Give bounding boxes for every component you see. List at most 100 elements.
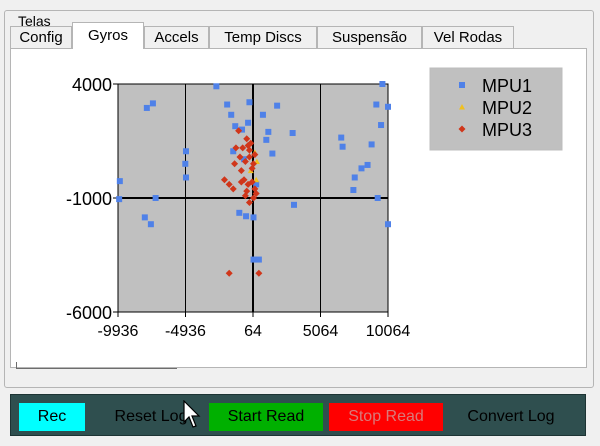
data-point-mpu3	[237, 178, 245, 186]
data-point-mpu1	[358, 165, 365, 172]
rec-button[interactable]: Rec	[19, 403, 85, 431]
data-point-mpu1	[224, 101, 231, 108]
data-point-mpu3	[243, 135, 251, 143]
data-point-mpu1	[250, 214, 257, 221]
data-point-mpu1	[368, 141, 375, 148]
tab-vel-rodas[interactable]: Vel Rodas	[422, 26, 514, 48]
data-point-mpu3	[245, 153, 253, 161]
data-point-mpu3	[243, 187, 251, 195]
data-point-mpu3	[245, 199, 253, 207]
data-point-mpu1	[245, 119, 252, 126]
data-point-mpu1	[379, 81, 386, 87]
legend-label-mpu1: MPU1	[482, 76, 532, 96]
data-point-mpu3	[237, 167, 245, 175]
y-tick-label: 4000	[72, 75, 112, 95]
data-point-mpu3	[225, 180, 233, 188]
x-tick-label: 5064	[303, 323, 339, 340]
data-point-mpu1	[239, 126, 246, 133]
telas-groupbox: Telas	[4, 10, 594, 388]
legend-label-mpu2: MPU2	[482, 98, 532, 118]
groupbox-title: Telas	[15, 13, 54, 29]
data-point-mpu1	[385, 103, 391, 110]
y-tick-label: -6000	[66, 303, 112, 323]
data-point-mpu1	[259, 111, 266, 118]
data-point-mpu1	[364, 161, 371, 168]
mouse-cursor-icon	[183, 400, 201, 428]
data-point-mpu1	[351, 174, 358, 181]
data-point-mpu1	[378, 122, 385, 129]
data-point-mpu1	[253, 181, 260, 188]
reset-log-button[interactable]: Reset Log	[114, 408, 188, 425]
data-point-mpu1	[182, 160, 189, 167]
data-point-mpu1	[147, 221, 154, 228]
data-point-mpu1	[232, 123, 239, 130]
small-border-box	[16, 362, 177, 369]
data-point-mpu1	[350, 187, 357, 194]
data-point-mpu3	[231, 160, 239, 168]
data-point-mpu1	[339, 143, 346, 150]
data-point-mpu1	[230, 148, 237, 155]
data-point-mpu1	[374, 195, 381, 201]
data-point-mpu3	[255, 269, 263, 277]
gyros-chart: 4000 -1000 -6000 -9936 -4936 64 5064 10064 MPU…	[14, 56, 578, 362]
y-tick-label: -1000	[66, 189, 112, 209]
data-point-mpu1	[228, 111, 235, 118]
legend-marker-mpu3	[458, 125, 466, 133]
x-tick-label: 64	[244, 323, 262, 340]
data-point-mpu1	[141, 214, 148, 221]
data-point-mpu3	[236, 153, 244, 161]
data-point-mpu1	[338, 134, 345, 141]
data-point-mpu1	[269, 150, 276, 157]
legend-marker-mpu2	[459, 104, 465, 110]
tab-suspensao[interactable]: Suspensão	[317, 26, 422, 48]
data-point-mpu1	[143, 104, 150, 111]
data-point-mpu2	[253, 176, 260, 183]
data-point-mpu3	[240, 176, 248, 184]
tab-temp-discs[interactable]: Temp Discs	[209, 26, 317, 48]
x-tick-label: 10064	[366, 323, 411, 340]
data-point-mpu1	[243, 213, 250, 220]
data-point-mpu3	[225, 269, 233, 277]
data-point-mpu1	[116, 196, 123, 203]
data-point-mpu3	[239, 144, 247, 152]
data-point-mpu1	[149, 100, 156, 107]
stop-read-button[interactable]: Stop Read	[329, 403, 443, 431]
legend-marker-mpu1	[459, 82, 465, 88]
data-point-mpu3	[241, 158, 249, 166]
data-point-mpu3	[247, 139, 255, 147]
data-point-mpu1	[274, 102, 281, 109]
tab-accels[interactable]: Accels	[144, 26, 209, 48]
data-point-mpu1	[263, 136, 270, 143]
data-point-mpu1	[182, 148, 189, 155]
data-point-mpu1	[236, 209, 243, 216]
data-point-mpu3	[252, 189, 260, 197]
data-point-mpu1	[116, 178, 123, 185]
data-point-mpu1	[152, 195, 159, 201]
bottom-toolbar: Rec Reset Log Start Read Stop Read Conve…	[10, 394, 586, 436]
scatter-plot: 4000 -1000 -6000 -9936 -4936 64 5064 10064 MPU…	[66, 67, 563, 340]
start-read-button[interactable]: Start Read	[209, 403, 323, 431]
data-point-mpu3	[232, 144, 240, 152]
data-point-mpu3	[245, 146, 253, 154]
data-point-mpu3	[248, 178, 256, 186]
data-point-mpu1	[290, 201, 297, 208]
legend-label-mpu3: MPU3	[482, 120, 532, 140]
tab-gyros[interactable]: Gyros	[72, 22, 144, 49]
data-point-mpu1	[182, 174, 189, 181]
data-point-mpu3	[229, 185, 237, 193]
data-point-mpu3	[249, 194, 257, 202]
data-point-mpu1	[373, 101, 380, 108]
tab-config[interactable]: Config	[10, 26, 72, 48]
data-point-mpu1	[255, 256, 262, 263]
data-point-mpu1	[265, 128, 272, 135]
x-tick-label: -9936	[98, 323, 139, 340]
data-point-mpu1	[385, 221, 391, 228]
data-point-mpu1	[289, 130, 296, 137]
data-point-mpu1	[241, 156, 248, 163]
data-point-mpu1	[213, 83, 220, 90]
data-point-mpu3	[248, 164, 256, 172]
legend-box	[429, 67, 563, 151]
x-tick-label: -4936	[165, 323, 206, 340]
data-point-mpu1	[246, 99, 253, 106]
convert-log-button[interactable]: Convert Log	[467, 408, 555, 425]
